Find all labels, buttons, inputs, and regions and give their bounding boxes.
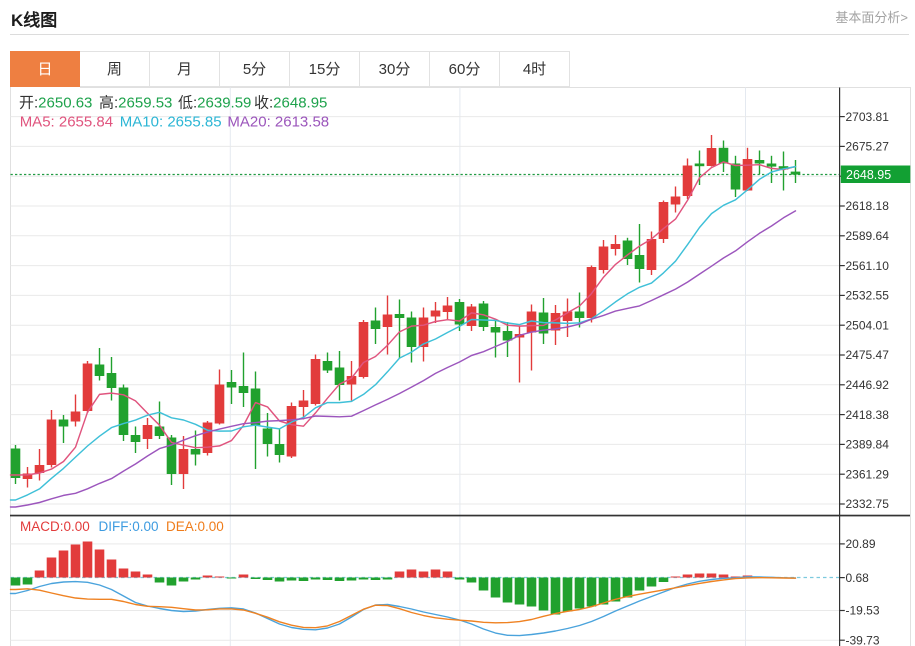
- svg-text:2504.01: 2504.01: [846, 318, 890, 332]
- svg-text:2589.64: 2589.64: [846, 229, 890, 243]
- svg-text:2532.55: 2532.55: [846, 289, 890, 303]
- svg-text:MA10: 2655.85: MA10: 2655.85: [120, 114, 222, 131]
- svg-text:MA20: 2613.58: MA20: 2613.58: [227, 114, 329, 131]
- svg-text:2675.27: 2675.27: [846, 140, 890, 154]
- svg-text:MACD:0.00: MACD:0.00: [20, 519, 90, 534]
- svg-text:低:2639.59: 低:2639.59: [178, 95, 251, 112]
- svg-text:-39.73: -39.73: [846, 633, 880, 646]
- svg-text:0.68: 0.68: [846, 571, 870, 585]
- svg-text:-19.53: -19.53: [846, 604, 880, 618]
- svg-text:DEA:0.00: DEA:0.00: [166, 519, 224, 534]
- svg-text:2418.38: 2418.38: [846, 408, 890, 422]
- svg-text:2703.81: 2703.81: [846, 110, 890, 124]
- svg-text:2389.84: 2389.84: [846, 438, 890, 452]
- svg-text:2618.18: 2618.18: [846, 199, 890, 213]
- svg-text:DIFF:0.00: DIFF:0.00: [99, 519, 159, 534]
- svg-text:高:2659.53: 高:2659.53: [99, 95, 172, 112]
- svg-text:2561.10: 2561.10: [846, 259, 890, 273]
- svg-text:2648.95: 2648.95: [846, 168, 891, 182]
- svg-text:2475.47: 2475.47: [846, 348, 890, 362]
- svg-text:收:2648.95: 收:2648.95: [254, 95, 327, 112]
- svg-text:20.89: 20.89: [846, 537, 876, 551]
- svg-text:2361.29: 2361.29: [846, 467, 890, 481]
- svg-text:2332.75: 2332.75: [846, 497, 890, 511]
- svg-text:开:2650.63: 开:2650.63: [19, 95, 92, 112]
- svg-text:MA5: 2655.84: MA5: 2655.84: [20, 114, 113, 131]
- svg-text:2446.92: 2446.92: [846, 378, 890, 392]
